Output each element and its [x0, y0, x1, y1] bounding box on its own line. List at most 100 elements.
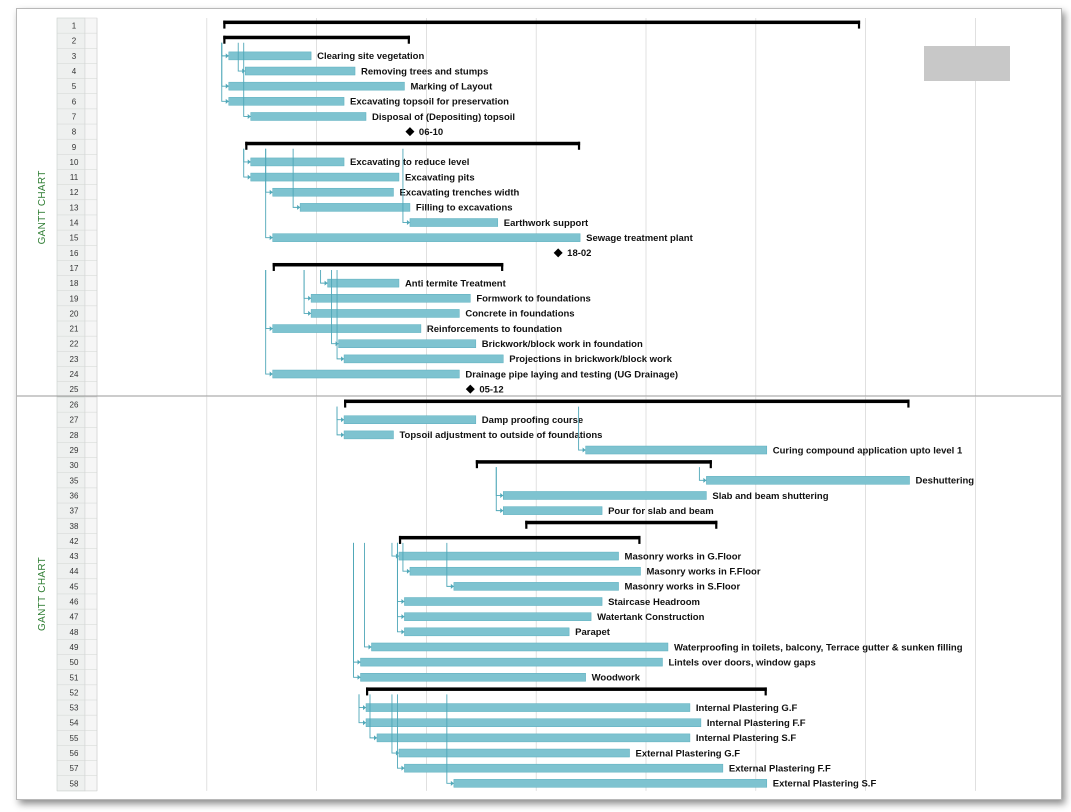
row-number: 55 — [70, 734, 79, 743]
task-label: Sewage treatment plant — [586, 233, 693, 244]
dependency-arrow — [269, 235, 273, 241]
task-bar — [343, 430, 394, 440]
summary-bar-cap — [525, 520, 528, 529]
dependency-arrow — [269, 189, 273, 195]
dependency-arrow — [269, 371, 273, 377]
dependency-arrow — [247, 159, 251, 165]
dependency-arrow — [308, 310, 312, 316]
task-label: Curing compound application upto level 1 — [773, 445, 963, 456]
row-number: 13 — [70, 203, 79, 212]
task-label: Clearing site vegetation — [317, 51, 424, 62]
row-number: 54 — [70, 719, 79, 728]
task-bar — [327, 278, 400, 288]
summary-bar-cap — [475, 460, 479, 469]
task-bar — [398, 551, 619, 561]
task-label: Internal Plastering S.F — [696, 733, 796, 744]
summary-bar — [223, 20, 861, 25]
row-number: 42 — [70, 537, 79, 546]
task-bar — [585, 445, 768, 455]
task-bar — [365, 718, 702, 727]
task-bar — [404, 612, 592, 621]
task-label: Anti termite Treatment — [405, 278, 507, 289]
summary-bar-cap — [501, 262, 504, 271]
summary-bar-cap — [907, 399, 910, 408]
milestone-label: 06-10 — [419, 127, 443, 138]
dependency-link — [221, 42, 229, 102]
row-number: 53 — [70, 704, 79, 713]
task-label: Brickwork/block work in foundation — [482, 339, 643, 350]
task-label: Drainage pipe laying and testing (UG Dra… — [465, 369, 678, 380]
row-number: 28 — [70, 431, 79, 440]
task-bar — [310, 309, 460, 318]
row-number: 36 — [70, 491, 79, 500]
dependency-link — [578, 406, 586, 451]
summary-bar — [475, 460, 712, 464]
task-bar — [365, 703, 691, 712]
dependency-arrow — [450, 780, 454, 786]
task-bar — [272, 324, 422, 333]
task-bar — [371, 642, 669, 652]
row-number: 3 — [72, 52, 77, 61]
summary-bar-cap — [366, 687, 369, 696]
task-bar — [250, 172, 400, 182]
task-bar — [343, 354, 504, 364]
dependency-arrow — [368, 644, 372, 650]
row-number: 58 — [70, 779, 79, 788]
summary-bar-cap — [398, 535, 402, 544]
task-label: Filling to excavations — [416, 203, 513, 214]
row-number: 45 — [70, 582, 79, 591]
task-bar — [299, 203, 411, 212]
dependency-link — [265, 148, 273, 193]
task-bar — [338, 339, 477, 348]
row-number: 50 — [70, 658, 79, 667]
dependency-arrow — [297, 204, 301, 210]
task-bar — [228, 97, 345, 106]
task-bar — [250, 112, 367, 121]
row-number: 7 — [72, 112, 77, 121]
task-bar — [404, 763, 724, 773]
row-number: 11 — [70, 173, 79, 182]
task-label: Internal Plastering F.F — [707, 718, 806, 729]
indicator-column — [84, 17, 98, 398]
summary-bar — [366, 687, 767, 691]
task-label: Marking of Layout — [410, 81, 493, 92]
task-label: Formwork to foundations — [476, 294, 591, 305]
task-bar — [228, 81, 405, 91]
task-label: Earthwork support — [504, 218, 589, 229]
dependency-arrow — [308, 295, 312, 301]
dependency-arrow — [703, 477, 707, 483]
dependency-arrow — [401, 629, 405, 635]
row-number: 47 — [70, 613, 79, 622]
dependency-link — [446, 542, 454, 587]
task-label: Removing trees and stumps — [361, 66, 488, 77]
row-number: 23 — [70, 355, 79, 364]
task-label: Topsoil adjustment to outside of foundat… — [399, 430, 602, 441]
dependency-link — [336, 406, 345, 421]
row-number: 43 — [70, 552, 79, 561]
row-number: 27 — [70, 416, 79, 425]
task-bar — [404, 627, 570, 637]
row-number: 5 — [72, 82, 77, 91]
row-number: 48 — [70, 628, 79, 637]
milestone-label: 18-02 — [567, 248, 591, 259]
row-number: 56 — [70, 749, 79, 758]
dependency-link — [495, 467, 504, 496]
dependency-link — [243, 148, 251, 163]
task-bar — [409, 566, 641, 576]
row-number: 30 — [70, 461, 79, 470]
dependency-link — [396, 542, 405, 602]
side-title-column — [27, 397, 57, 791]
side-title: GANTT CHART — [37, 557, 48, 631]
task-bar — [398, 748, 630, 758]
task-label: Deshuttering — [916, 476, 975, 487]
dependency-arrow — [406, 568, 410, 574]
row-number: 18 — [70, 279, 79, 288]
task-bar — [409, 218, 499, 227]
row-number: 12 — [70, 188, 79, 197]
row-number: 38 — [70, 522, 79, 531]
task-bar — [244, 66, 356, 76]
summary-bar-cap — [638, 535, 641, 544]
task-bar — [272, 187, 394, 197]
row-number: 25 — [70, 385, 79, 394]
dependency-link — [221, 42, 229, 57]
